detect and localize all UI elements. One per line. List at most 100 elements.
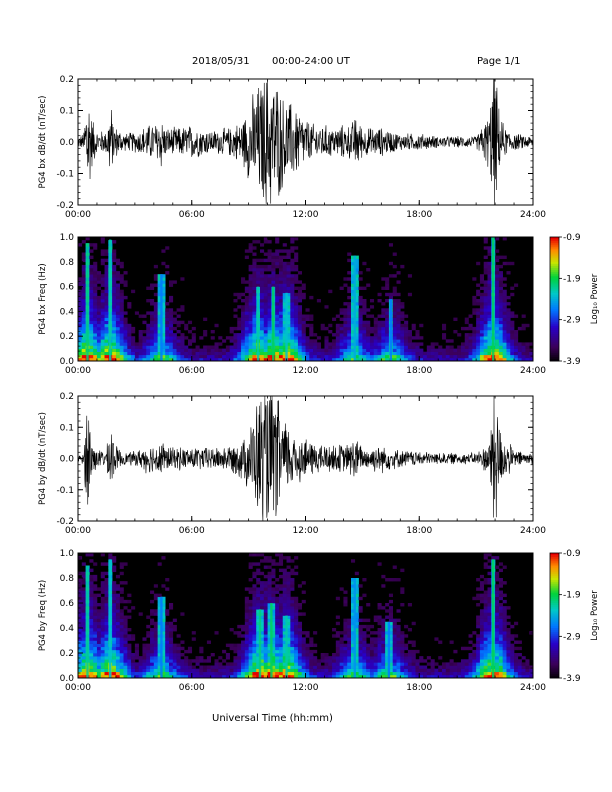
heatmap-cell xyxy=(373,357,378,362)
heatmap-cell xyxy=(248,336,253,340)
heatmap-cell xyxy=(354,634,359,638)
heatmap-cell xyxy=(237,295,242,300)
heatmap-cell xyxy=(165,348,170,352)
heatmap-cell xyxy=(81,653,86,657)
heatmap-cell xyxy=(123,357,128,362)
heatmap-cell xyxy=(256,653,261,657)
heatmap-cell xyxy=(347,271,352,275)
heatmap-cell xyxy=(123,295,128,300)
heatmap-cell xyxy=(93,634,98,638)
heatmap-cell xyxy=(119,302,124,306)
heatmap-cell xyxy=(115,606,121,610)
heatmap-cell xyxy=(381,286,386,290)
heatmap-cell xyxy=(290,609,295,613)
heatmap-cell xyxy=(479,659,485,663)
heatmap-cell xyxy=(354,326,359,331)
heatmap-cell xyxy=(290,637,295,641)
heatmap-cell xyxy=(479,637,485,641)
heatmap-cell xyxy=(294,640,299,644)
heatmap-cell xyxy=(483,261,488,266)
heatmap-cell xyxy=(104,596,109,601)
heatmap-cell xyxy=(309,339,314,343)
heatmap-cell xyxy=(381,637,386,641)
heatmap-cell xyxy=(157,317,162,321)
heatmap-cell xyxy=(244,314,249,318)
heatmap-cell xyxy=(112,286,117,290)
heatmap-cell xyxy=(169,330,174,334)
heatmap-cell xyxy=(502,351,507,356)
heatmap-cell xyxy=(115,305,121,309)
heatmap-cell xyxy=(369,668,375,673)
heatmap-cell xyxy=(81,320,86,325)
heatmap-cell xyxy=(78,311,83,315)
heatmap-cell xyxy=(438,668,443,673)
heatmap-cell xyxy=(78,308,83,312)
heatmap-cell xyxy=(89,286,94,290)
heatmap-cell xyxy=(339,348,344,352)
heatmap-cell xyxy=(282,615,287,619)
heatmap-cell xyxy=(244,295,249,300)
heatmap-cell xyxy=(119,628,124,632)
heatmap-cell xyxy=(93,656,98,660)
heatmap-cell xyxy=(354,590,359,594)
heatmap-cell xyxy=(282,581,287,585)
heatmap-cell xyxy=(495,348,500,352)
heatmap-cell xyxy=(134,671,139,676)
heatmap-cell xyxy=(172,336,177,340)
heatmap-cell xyxy=(81,609,86,613)
heatmap-cell xyxy=(150,649,155,654)
heatmap-cell xyxy=(172,351,177,356)
heatmap-cell xyxy=(131,637,136,641)
heatmap-cell xyxy=(172,354,177,359)
heatmap-cell xyxy=(210,653,215,657)
heatmap-cell xyxy=(366,668,371,673)
heatmap-cell xyxy=(517,653,522,657)
heatmap-cell xyxy=(252,280,257,284)
heatmap-cell xyxy=(286,643,291,648)
heatmap-cell xyxy=(157,562,162,566)
heatmap-cell xyxy=(476,624,481,629)
heatmap-cell xyxy=(260,606,265,610)
heatmap-cell xyxy=(404,659,409,663)
heatmap-cell xyxy=(180,671,185,676)
heatmap-cell xyxy=(112,292,117,297)
heatmap-cell xyxy=(362,261,367,266)
heatmap-cell xyxy=(96,653,102,657)
heatmap-cell xyxy=(366,603,371,607)
heatmap-cell xyxy=(263,339,268,343)
heatmap-cell xyxy=(301,662,306,666)
heatmap-cell xyxy=(377,336,382,340)
heatmap-cell xyxy=(100,280,105,284)
heatmap-cell xyxy=(104,277,109,281)
heatmap-cell xyxy=(119,330,124,334)
heatmap-cell xyxy=(146,624,151,629)
heatmap-cell xyxy=(172,659,177,663)
heatmap-cell xyxy=(96,286,102,290)
heatmap-cell xyxy=(392,274,397,278)
heatmap-cell xyxy=(115,628,121,632)
heatmap-cell xyxy=(430,357,435,362)
heatmap-cell xyxy=(369,357,375,362)
heatmap-cell xyxy=(278,596,284,601)
heatmap-cell xyxy=(373,656,378,660)
heatmap-cell xyxy=(483,320,488,325)
heatmap-cell xyxy=(343,662,348,666)
heatmap-cell xyxy=(275,289,280,294)
heatmap-cell xyxy=(263,240,268,244)
heatmap-cell xyxy=(498,283,503,287)
heatmap-cell xyxy=(426,671,431,676)
heatmap-cell xyxy=(260,571,265,576)
burst-streak xyxy=(86,565,89,678)
heatmap-cell xyxy=(396,348,401,352)
heatmap-cell xyxy=(506,320,511,325)
x-tick-label: 00:00 xyxy=(65,526,91,536)
heatmap-cell xyxy=(275,311,280,315)
heatmap-cell xyxy=(184,357,189,362)
heatmap-cell xyxy=(495,590,500,594)
heatmap-cell xyxy=(146,323,151,328)
heatmap-cell xyxy=(233,643,238,648)
heatmap-cell xyxy=(396,649,401,654)
heatmap-cell xyxy=(495,357,500,362)
heatmap-cell xyxy=(498,668,503,673)
heatmap-cell xyxy=(358,662,363,666)
